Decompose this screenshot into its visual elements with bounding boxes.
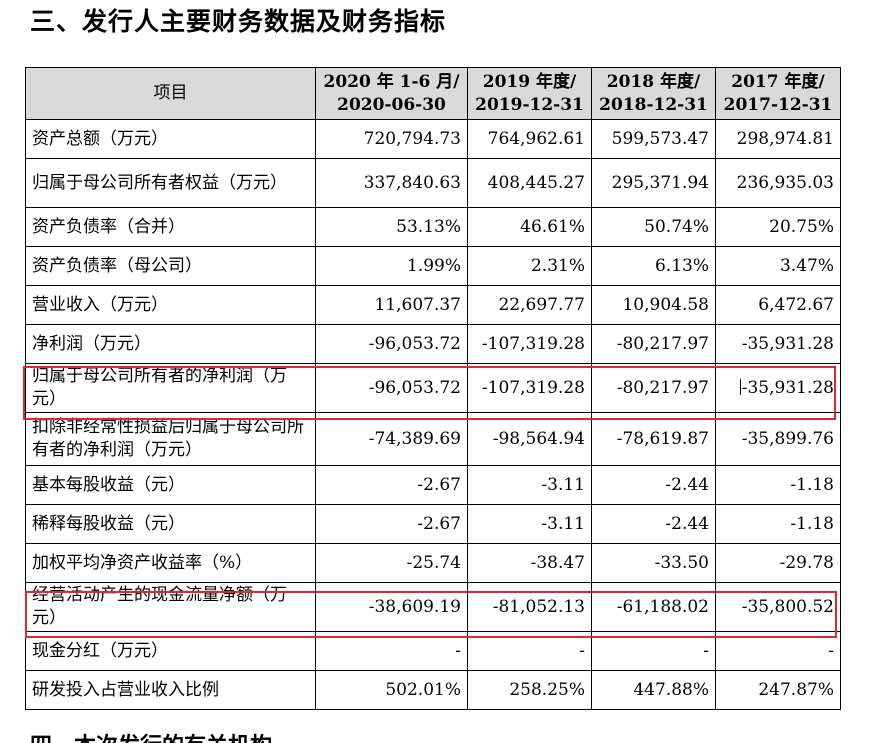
header-item: 项目 xyxy=(25,67,316,120)
row-label: 归属于母公司所有者权益（万元） xyxy=(25,158,316,208)
table-row: 资产负债率（母公司） 1.99% 2.31% 6.13% 3.47% xyxy=(25,246,841,286)
cell-value: 1.99% xyxy=(315,246,468,286)
financial-data-table: 项目 2020 年 1-6 月/2020-06-30 2019 年度/2019-… xyxy=(25,67,841,710)
table-row: 资产总额（万元） 720,794.73 764,962.61 599,573.4… xyxy=(25,119,841,159)
cell-value: - xyxy=(715,631,841,671)
row-label: 资产负债率（合并） xyxy=(25,207,316,247)
row-label: 基本每股收益（元） xyxy=(25,465,316,505)
cell-value: -80,217.97 xyxy=(591,324,716,364)
header-2018: 2018 年度/2018-12-31 xyxy=(591,67,716,120)
cell-value: -35,800.52 xyxy=(715,582,841,632)
cell-value: 258.25% xyxy=(467,670,592,710)
cell-value: 20.75% xyxy=(715,207,841,247)
cell-value: -81,052.13 xyxy=(467,582,592,632)
cell-value: -38.47 xyxy=(467,543,592,583)
cell-value: 298,974.81 xyxy=(715,119,841,159)
cell-value: 236,935.03 xyxy=(715,158,841,208)
cell-value: 50.74% xyxy=(591,207,716,247)
cell-value: 502.01% xyxy=(315,670,468,710)
cell-value: 720,794.73 xyxy=(315,119,468,159)
table-row: 加权平均净资产收益率（%） -25.74 -38.47 -33.50 -29.7… xyxy=(25,543,841,583)
cell-value: -33.50 xyxy=(591,543,716,583)
cell-value: -2.44 xyxy=(591,465,716,505)
section-heading: 三、发行人主要财务数据及财务指标 xyxy=(30,7,447,36)
cell-value: 46.61% xyxy=(467,207,592,247)
table-row-highlighted-operating-cash-flow: 经营活动产生的现金流量净额（万元） -38,609.19 -81,052.13 … xyxy=(25,582,841,632)
cell-value: 10,904.58 xyxy=(591,285,716,325)
table-row-highlighted-net-profit: 归属于母公司所有者的净利润（万元） -96,053.72 -107,319.28… xyxy=(25,363,841,413)
table-row: 净利润（万元） -96,053.72 -107,319.28 -80,217.9… xyxy=(25,324,841,364)
next-section-heading-cutoff: 四、本次发行的有关机构 xyxy=(30,729,360,743)
cell-value: -107,319.28 xyxy=(467,363,592,413)
cell-value: -74,389.69 xyxy=(315,412,468,466)
cell-value: 6,472.67 xyxy=(715,285,841,325)
table-row: 扣除非经常性损益后归属于母公司所有者的净利润（万元） -74,389.69 -9… xyxy=(25,412,841,466)
cell-value: 337,840.63 xyxy=(315,158,468,208)
row-label: 净利润（万元） xyxy=(25,324,316,364)
cell-value: 22,697.77 xyxy=(467,285,592,325)
cell-value: - xyxy=(315,631,468,671)
table-row: 现金分红（万元） - - - - xyxy=(25,631,841,671)
cell-value: - xyxy=(467,631,592,671)
cell-value: -107,319.28 xyxy=(467,324,592,364)
cell-value: 764,962.61 xyxy=(467,119,592,159)
cell-value: -98,564.94 xyxy=(467,412,592,466)
table-row: 归属于母公司所有者权益（万元） 337,840.63 408,445.27 29… xyxy=(25,158,841,208)
cell-value: -1.18 xyxy=(715,504,841,544)
cell-value: 447.88% xyxy=(591,670,716,710)
cell-value: -2.67 xyxy=(315,465,468,505)
row-label: 现金分红（万元） xyxy=(25,631,316,671)
table-row: 稀释每股收益（元） -2.67 -3.11 -2.44 -1.18 xyxy=(25,504,841,544)
cell-value: -2.67 xyxy=(315,504,468,544)
row-label: 加权平均净资产收益率（%） xyxy=(25,543,316,583)
cell-value: -3.11 xyxy=(467,465,592,505)
cell-value: 6.13% xyxy=(591,246,716,286)
row-label: 研发投入占营业收入比例 xyxy=(25,670,316,710)
cell-value: -1.18 xyxy=(715,465,841,505)
cell-value: 3.47% xyxy=(715,246,841,286)
cell-value: 408,445.27 xyxy=(467,158,592,208)
cell-value: 11,607.37 xyxy=(315,285,468,325)
row-label: 营业收入（万元） xyxy=(25,285,316,325)
row-label: 经营活动产生的现金流量净额（万元） xyxy=(25,582,316,632)
cell-value: -35,899.76 xyxy=(715,412,841,466)
cell-value: -96,053.72 xyxy=(315,324,468,364)
table-row: 营业收入（万元） 11,607.37 22,697.77 10,904.58 6… xyxy=(25,285,841,325)
header-2017: 2017 年度/2017-12-31 xyxy=(715,67,841,120)
table-header-row: 项目 2020 年 1-6 月/2020-06-30 2019 年度/2019-… xyxy=(25,67,841,120)
cell-value: -35,931.28 xyxy=(715,324,841,364)
cell-value: -96,053.72 xyxy=(315,363,468,413)
cell-value: - xyxy=(591,631,716,671)
table-row: 研发投入占营业收入比例 502.01% 258.25% 447.88% 247.… xyxy=(25,670,841,710)
cell-value: -80,217.97 xyxy=(591,363,716,413)
cell-value: -2.44 xyxy=(591,504,716,544)
cell-value: 2.31% xyxy=(467,246,592,286)
table-row: 资产负债率（合并） 53.13% 46.61% 50.74% 20.75% xyxy=(25,207,841,247)
table-row: 基本每股收益（元） -2.67 -3.11 -2.44 -1.18 xyxy=(25,465,841,505)
row-label: 归属于母公司所有者的净利润（万元） xyxy=(25,363,316,413)
header-2019: 2019 年度/2019-12-31 xyxy=(467,67,592,120)
cell-value: 247.87% xyxy=(715,670,841,710)
cell-value: 599,573.47 xyxy=(591,119,716,159)
row-label: 资产负债率（母公司） xyxy=(25,246,316,286)
cell-value: -29.78 xyxy=(715,543,841,583)
cell-value: -25.74 xyxy=(315,543,468,583)
row-label: 扣除非经常性损益后归属于母公司所有者的净利润（万元） xyxy=(25,412,316,466)
cell-value: -3.11 xyxy=(467,504,592,544)
cell-value: -78,619.87 xyxy=(591,412,716,466)
cell-value: -35,931.28 xyxy=(715,363,841,413)
text-cursor-icon xyxy=(739,378,741,395)
row-label: 资产总额（万元） xyxy=(25,119,316,159)
header-2020h1: 2020 年 1-6 月/2020-06-30 xyxy=(315,67,468,120)
cell-value: 53.13% xyxy=(315,207,468,247)
cell-value: 295,371.94 xyxy=(591,158,716,208)
cell-value: -38,609.19 xyxy=(315,582,468,632)
row-label: 稀释每股收益（元） xyxy=(25,504,316,544)
cell-value: -61,188.02 xyxy=(591,582,716,632)
